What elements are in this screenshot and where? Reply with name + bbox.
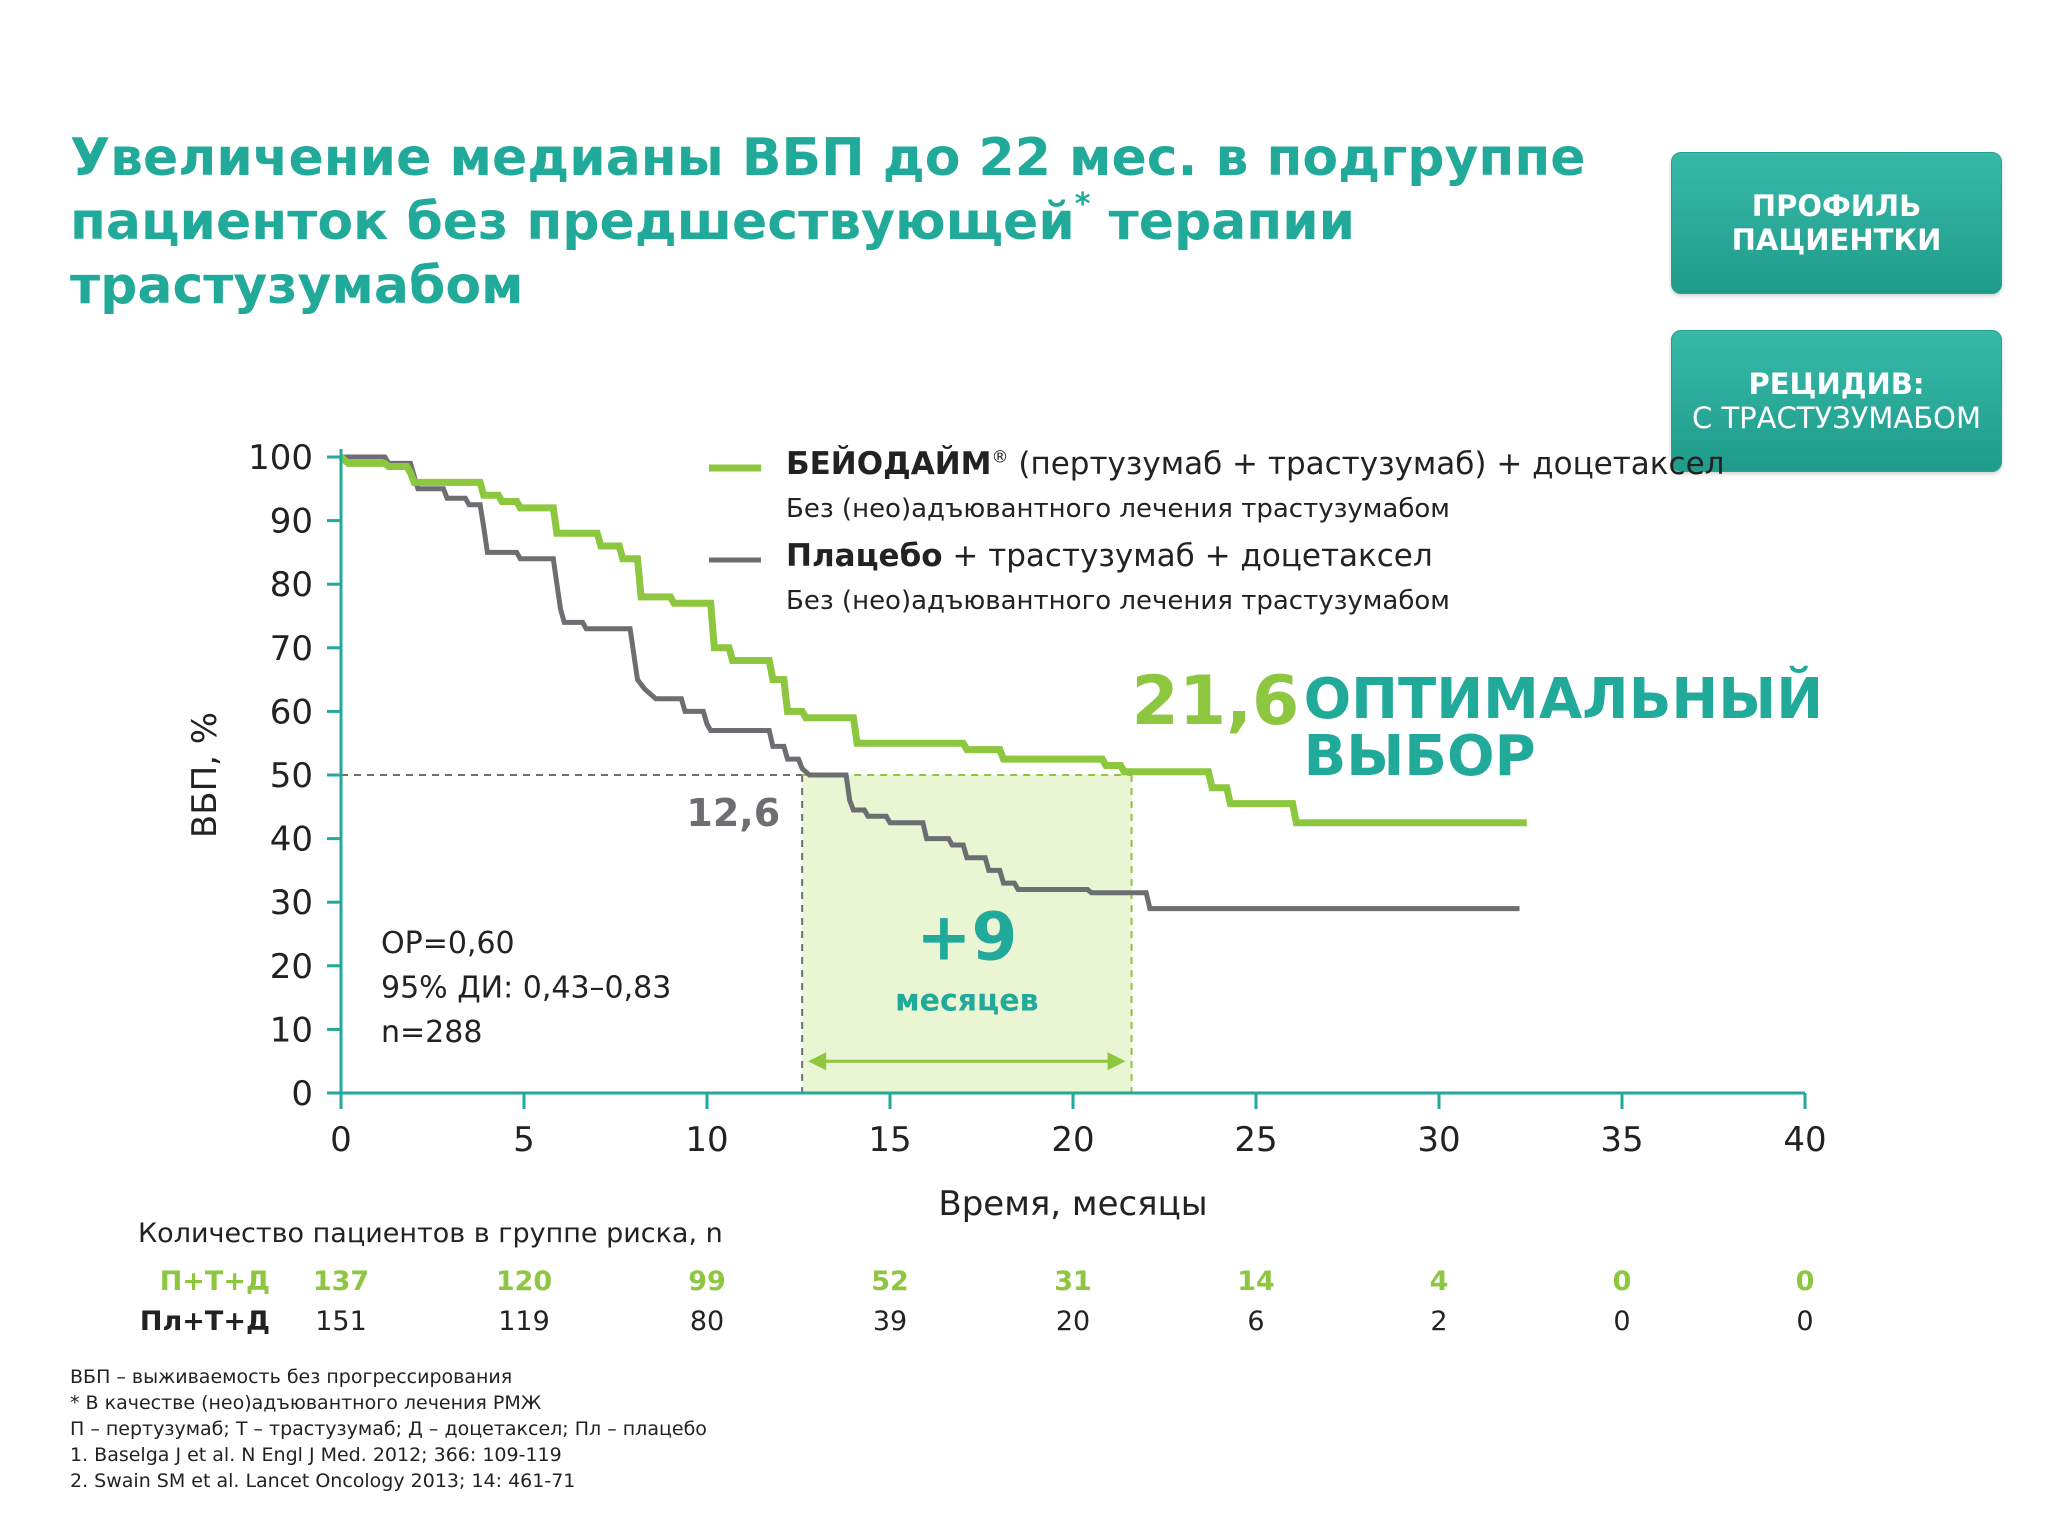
risk-cell: 120 [495,1266,553,1297]
risk-cell: 137 [312,1266,370,1297]
page-title: Увеличение медианы ВБП до 22 мес. в подг… [70,126,1630,318]
x-axis-label: Время, месяцы [938,1184,1207,1224]
relapse-line-2: С ТРАСТУЗУМАБОМ [1691,401,1981,435]
footnote-line: 1. Baselga J et al. N Engl J Med. 2012; … [70,1444,562,1466]
title-line-1: Увеличение медианы ВБП до 22 мес. в подг… [70,128,1586,188]
patient-profile-button[interactable]: ПРОФИЛЬ ПАЦИЕНТКИ [1671,152,2002,294]
risk-cell: 20 [1055,1306,1091,1337]
risk-cell: 31 [1054,1266,1092,1297]
gain-value: +9 [916,898,1017,975]
footnotes: ВБП – выживаемость без прогрессирования *… [70,1364,707,1494]
gain-unit: месяцев [895,983,1038,1018]
y-tick-label-0: 0 [291,1074,313,1114]
risk-cell: 39 [872,1306,908,1337]
risk-cell: 4 [1429,1266,1449,1297]
x-tick-label-10: 10 [685,1120,728,1160]
median-treatment-label: 21,6 [1132,662,1300,741]
risk-cell: 0 [1796,1306,1814,1337]
title-asterisk: * [1074,187,1091,222]
x-tick-label-25: 25 [1234,1120,1277,1160]
x-tick-label-5: 5 [513,1120,535,1160]
risk-cell: 14 [1237,1266,1275,1297]
x-tick-label-20: 20 [1051,1120,1094,1160]
risk-cell: 151 [315,1306,367,1337]
gain-arrow [808,1052,1126,1071]
y-tick-label-40: 40 [270,820,313,860]
risk-cell: 52 [871,1266,909,1297]
y-tick-label-60: 60 [270,692,313,732]
legend-placebo-regimen: + трастузумаб + доцетаксел [942,538,1433,574]
placebo-curve [341,454,1520,912]
title-line-2b: терапии [1090,192,1356,252]
y-tick-label-100: 100 [248,438,313,478]
risk-table-caption: Количество пациентов в группе риска, n [138,1218,723,1249]
footnote-line: 2. Swain SM et al. Lancet Oncology 2013;… [70,1470,576,1492]
median-placebo-label: 12,6 [686,791,780,835]
legend-treatment-subtitle: Без (нео)адъювантного лечения трастузума… [786,494,1450,524]
title-line-2a: пациенток без предшествующей [70,192,1075,252]
risk-row-label: П+Т+Д [159,1266,270,1297]
footnote-line: П – пертузумаб; Т – трастузумаб; Д – доц… [70,1418,707,1440]
risk-cell: 80 [689,1306,725,1337]
risk-cell: 2 [1430,1306,1448,1337]
legend-treatment-name: БЕЙОДАЙМ [786,446,992,482]
y-axis-label: ВБП, % [185,712,225,838]
legend-placebo: Плацебо + трастузумаб + доцетаксел [786,538,1433,574]
legend-registered-mark: ® [991,447,1009,468]
legend-treatment-regimen: (пертузумаб + трастузумаб) + доцетаксел [1008,446,1725,482]
risk-cell: 0 [1613,1306,1631,1337]
y-tick-label-90: 90 [270,502,313,542]
patient-profile-line-2: ПАЦИЕНТКИ [1731,223,1942,257]
risk-row-1: П+Т+Д 137 120 99 52 31 14 4 0 0 [0,1266,2048,1306]
footnote-line: * В качестве (нео)адъювантного лечения Р… [70,1392,542,1414]
title-line-3: трастузумабом [70,256,524,316]
risk-cell: 99 [688,1266,726,1297]
y-tick-label-30: 30 [270,883,313,923]
risk-cell: 0 [1795,1266,1815,1297]
legend-placebo-name: Плацебо [786,538,943,574]
risk-row-label: Пл+Т+Д [139,1306,270,1337]
risk-cell: 6 [1247,1306,1265,1337]
legend-placebo-subtitle: Без (нео)адъювантного лечения трастузума… [786,586,1450,616]
x-tick-label-30: 30 [1417,1120,1460,1160]
x-tick-label-15: 15 [868,1120,911,1160]
x-tick-label-35: 35 [1600,1120,1643,1160]
relapse-trastuzumab-button[interactable]: РЕЦИДИВ: С ТРАСТУЗУМАБОМ [1671,330,2002,472]
confidence-interval: 95% ДИ: 0,43–0,83 [381,971,671,1006]
optimal-label-line-1: ОПТИМАЛЬНЫЙ [1304,666,1824,732]
y-tick-label-20: 20 [270,947,313,987]
footnote-line: ВБП – выживаемость без прогрессирования [70,1366,513,1388]
y-tick-label-80: 80 [270,565,313,605]
y-tick-label-50: 50 [270,756,313,796]
patient-profile-line-1: ПРОФИЛЬ [1751,189,1922,223]
hazard-ratio: ОР=0,60 [381,926,515,961]
risk-row-2: Пл+Т+Д 151 119 80 39 20 6 2 0 0 [0,1306,2048,1346]
x-tick-label-40: 40 [1783,1120,1826,1160]
y-tick-label-70: 70 [270,629,313,669]
relapse-line-1: РЕЦИДИВ: [1748,367,1925,401]
y-tick-label-10: 10 [270,1010,313,1050]
optimal-label-line-2: ВЫБОР [1304,724,1536,789]
treatment-curve [338,454,1527,827]
risk-cell: 0 [1612,1266,1632,1297]
legend-treatment: БЕЙОДАЙМ® (пертузумаб + трастузумаб) + д… [786,446,1724,482]
sample-size: n=288 [381,1015,482,1050]
risk-cell: 119 [498,1306,550,1337]
gain-shade-region [802,775,1132,1093]
x-tick-label-0: 0 [330,1120,352,1160]
